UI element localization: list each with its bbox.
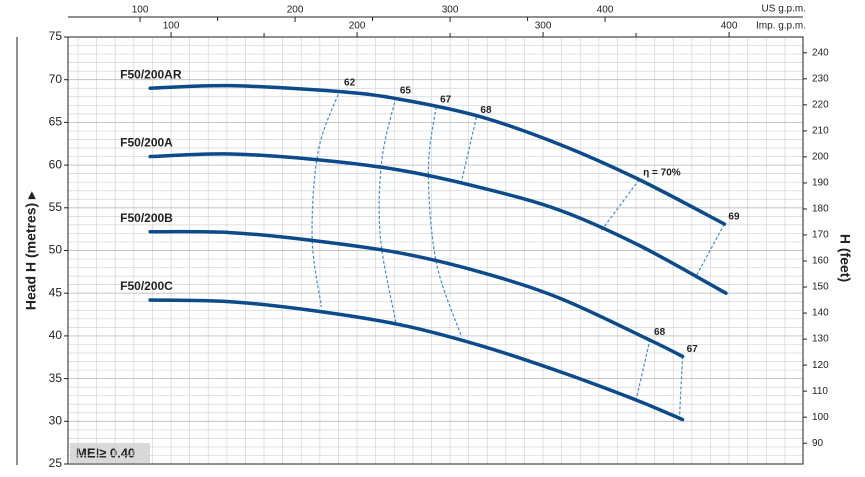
efficiency-line xyxy=(635,339,651,401)
x2-tick-label: 300 xyxy=(535,21,552,32)
efficiency-line xyxy=(378,97,397,323)
pump-curve xyxy=(148,229,685,359)
curve-label: F50/200C xyxy=(120,279,173,293)
y-tick-label: 25 xyxy=(49,456,63,470)
y2-tick-label: 170 xyxy=(812,230,829,241)
y2-tick-label: 150 xyxy=(812,282,829,293)
x-tick-label: 100 xyxy=(132,5,149,16)
y-tick-label: 55 xyxy=(49,200,63,214)
efficiency-line xyxy=(311,89,341,307)
x-tick-label: 300 xyxy=(442,5,459,16)
y2-tick-label: 100 xyxy=(812,412,829,423)
y-tick-label: 75 xyxy=(49,29,63,43)
y-tick-label: 65 xyxy=(49,115,63,129)
efficiency-line xyxy=(678,356,684,418)
x2-axis-title: Imp. g.p.m. xyxy=(756,21,806,32)
y-tick-label: 40 xyxy=(49,328,63,342)
x-axis-title: US g.p.m. xyxy=(762,4,806,15)
efficiency-line xyxy=(427,106,462,336)
y-tick-label: 30 xyxy=(49,413,63,427)
efficiency-label: 65 xyxy=(400,85,412,96)
x2-tick-label: 400 xyxy=(721,21,738,32)
efficiency-line xyxy=(599,179,640,233)
x-tick-label: 400 xyxy=(597,5,614,16)
y2-tick-label: 90 xyxy=(812,438,824,449)
pump-curve xyxy=(148,298,685,422)
y2-tick-label: 120 xyxy=(812,360,829,371)
y2-tick-label: 180 xyxy=(812,204,829,215)
y2-axis-title: H (feet) xyxy=(837,234,853,282)
y-axis-title: Head H (metres) ▸ xyxy=(23,191,39,310)
badge: MEI≥ 0.40 xyxy=(76,445,135,460)
y2-tick-label: 220 xyxy=(812,99,829,110)
curve-label: F50/200AR xyxy=(120,67,182,81)
y-tick-label: 35 xyxy=(49,371,63,385)
x2-tick-label: 200 xyxy=(349,21,366,32)
efficiency-label: 67 xyxy=(440,95,452,106)
y2-tick-label: 240 xyxy=(812,47,829,58)
y-tick-label: 50 xyxy=(49,243,63,257)
x-tick-label: 200 xyxy=(287,5,304,16)
y-tick-label: 70 xyxy=(49,72,63,86)
efficiency-label: 68 xyxy=(654,327,666,338)
efficiency-label: 62 xyxy=(344,78,356,89)
y2-tick-label: 230 xyxy=(812,73,829,84)
curve-label: F50/200B xyxy=(120,211,173,225)
efficiency-label: 67 xyxy=(687,344,699,355)
badge-box xyxy=(70,443,150,463)
y2-tick-label: 210 xyxy=(812,126,829,137)
y2-tick-label: 160 xyxy=(812,256,829,267)
efficiency-label: 68 xyxy=(480,105,492,116)
pump-curve xyxy=(148,83,727,226)
y2-tick-label: 130 xyxy=(812,334,829,345)
plot-frame xyxy=(67,36,804,465)
efficiency-label: 69 xyxy=(728,212,740,223)
y-tick-label: 60 xyxy=(49,157,63,171)
y2-tick-label: 200 xyxy=(812,152,829,163)
efficiency-label: η = 70% xyxy=(643,167,681,178)
y2-tick-label: 140 xyxy=(812,308,829,319)
y2-tick-label: 190 xyxy=(812,178,829,189)
pump-curve xyxy=(148,152,728,295)
y-tick-label: 45 xyxy=(49,285,63,299)
y2-tick-label: 110 xyxy=(812,386,828,397)
x2-tick-label: 100 xyxy=(163,21,180,32)
curve-label: F50/200A xyxy=(120,136,173,150)
